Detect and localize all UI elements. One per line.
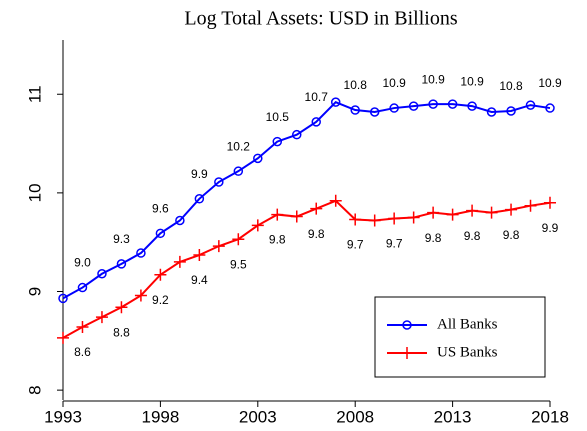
y-tick-label: 9 (25, 287, 44, 296)
marker (57, 331, 69, 344)
x-tick-label: 2013 (434, 407, 472, 426)
data-label: 10.9 (460, 74, 484, 88)
marker (134, 289, 147, 302)
x-tick-label: 1998 (141, 407, 179, 426)
data-label: 9.8 (464, 229, 481, 243)
legend-box (374, 296, 546, 378)
x-tick-label: 2008 (336, 407, 374, 426)
marker (485, 206, 498, 219)
marker (329, 194, 342, 207)
data-label: 8.8 (113, 325, 130, 339)
marker (58, 293, 68, 304)
marker (525, 100, 536, 110)
marker (97, 269, 107, 279)
data-label: 10.9 (421, 72, 445, 86)
marker (446, 208, 459, 221)
marker (115, 301, 128, 314)
series-line (62, 100, 551, 300)
marker (447, 99, 458, 109)
marker (427, 206, 440, 219)
data-label: 9.6 (152, 201, 169, 215)
marker (505, 203, 518, 216)
x-tick-label: 1993 (44, 407, 82, 426)
marker (401, 347, 413, 359)
marker (467, 101, 477, 111)
data-label: 10.9 (538, 76, 562, 90)
marker (95, 311, 108, 324)
marker (232, 233, 245, 246)
data-label: 10.7 (305, 90, 329, 104)
marker (175, 215, 185, 226)
marker (388, 212, 401, 225)
x-tick-label: 2003 (239, 407, 277, 426)
legend-label: All Banks (437, 316, 498, 332)
data-label: 9.3 (113, 232, 130, 246)
data-label: 9.9 (542, 221, 559, 235)
marker (290, 210, 303, 223)
marker (272, 136, 283, 147)
marker (310, 202, 323, 215)
marker (292, 129, 302, 140)
marker (428, 99, 438, 109)
marker (233, 166, 244, 176)
data-label: 9.7 (386, 237, 403, 251)
marker (154, 268, 167, 281)
data-label: 9.5 (230, 257, 247, 271)
x-tick-label: 2018 (531, 407, 569, 426)
marker (136, 248, 146, 258)
y-tick-label: 10 (25, 183, 44, 202)
marker (155, 228, 166, 239)
data-label: 9.8 (503, 228, 520, 242)
marker (545, 103, 555, 113)
data-label: 10.2 (227, 139, 251, 153)
marker (77, 282, 88, 293)
marker (402, 320, 412, 330)
marker (251, 219, 264, 232)
marker (212, 240, 225, 253)
y-tick-label: 8 (25, 385, 44, 394)
marker (408, 101, 419, 111)
marker (544, 196, 556, 209)
marker (368, 214, 381, 227)
marker (407, 211, 420, 224)
data-label: 9.4 (191, 273, 208, 287)
legend-label: US Banks (437, 344, 498, 360)
data-label: 9.9 (191, 167, 208, 181)
marker (389, 103, 399, 113)
marker (116, 259, 127, 269)
marker (271, 208, 284, 221)
marker (466, 204, 479, 217)
data-label: 9.0 (74, 256, 91, 270)
marker (350, 105, 360, 115)
chart-title: Log Total Assets: USD in Billions (184, 8, 457, 30)
data-label: 10.5 (266, 110, 290, 124)
y-tick-label: 11 (25, 85, 44, 103)
marker (330, 97, 341, 107)
marker (214, 177, 224, 187)
marker (311, 117, 321, 127)
marker (524, 199, 537, 212)
data-label: 9.7 (347, 238, 364, 252)
marker (193, 249, 206, 262)
data-label: 10.9 (382, 76, 406, 90)
marker (76, 321, 89, 334)
legend: All Banks US Banks (374, 296, 546, 378)
data-label: 9.2 (152, 293, 169, 307)
marker (194, 194, 205, 204)
data-label: 9.8 (308, 227, 325, 241)
marker (369, 107, 380, 117)
data-label: 8.6 (74, 345, 91, 359)
data-label: 9.8 (425, 231, 442, 245)
marker (486, 107, 497, 117)
marker (506, 106, 516, 116)
data-label: 10.8 (499, 79, 523, 93)
data-label: 9.8 (269, 233, 286, 247)
marker (253, 153, 263, 164)
marker (349, 213, 362, 226)
marker (173, 255, 186, 268)
data-label: 10.8 (344, 78, 368, 92)
